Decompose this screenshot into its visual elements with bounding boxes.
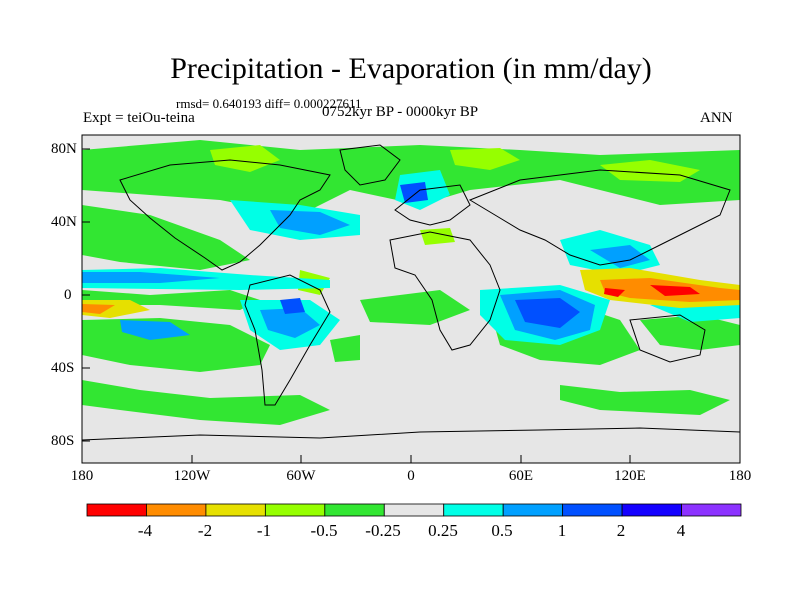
colorbar-label: -2 — [197, 521, 213, 540]
lon-tick-label: 60E — [508, 468, 534, 484]
lat-tick-label: 80N — [51, 141, 77, 157]
colorbar-swatch — [681, 503, 742, 517]
colorbar-label: 4 — [676, 521, 686, 540]
colorbar-swatch — [502, 503, 564, 517]
colorbar-swatch — [443, 503, 504, 517]
light-green-fields — [210, 145, 700, 295]
lat-tick-label: 40S — [51, 360, 75, 376]
colorbar-label: -0.5 — [310, 521, 338, 540]
lon-tick-label: 60W — [286, 468, 316, 484]
colorbar-swatch — [264, 503, 326, 517]
colorbar-label: 0.25 — [428, 521, 458, 540]
map-title: Precipitation - Evaporation (in mm/day) — [170, 52, 652, 85]
colorbar-swatch — [621, 503, 682, 517]
colorbar-swatch — [86, 503, 147, 517]
colorbar-label: 2 — [616, 521, 626, 540]
season-label: ANN — [700, 110, 733, 126]
colorbar — [86, 503, 742, 517]
colorbar-swatch — [324, 503, 385, 517]
colorbar-label: -4 — [137, 521, 153, 540]
colorbar-label: -0.25 — [365, 521, 401, 540]
lat-tick-label: 0 — [64, 287, 72, 303]
axis-ticks — [81, 148, 741, 463]
colorbar-label: 0.5 — [491, 521, 513, 540]
lon-tick-label: 180 — [728, 468, 752, 484]
colorbar-label: 1 — [557, 521, 567, 540]
lon-tick-label: 180 — [70, 468, 94, 484]
colorbar-label: -1 — [256, 521, 272, 540]
period-label: 0752kyr BP - 0000kyr BP — [322, 104, 479, 120]
lon-tick-label: 120W — [173, 468, 211, 484]
lon-tick-label: 120E — [614, 468, 646, 484]
colorbar-swatch — [383, 503, 445, 517]
experiment-label: Expt = teiOu-teina — [83, 110, 195, 126]
red-fields — [604, 285, 700, 297]
stats-label: rmsd= 0.640193 diff= 0.000227611 — [176, 96, 362, 111]
colorbar-swatch — [562, 503, 623, 517]
lat-tick-label: 40N — [51, 214, 77, 230]
positive-strong-fields — [280, 182, 580, 328]
lon-tick-label: 0 — [407, 468, 415, 484]
lat-tick-label: 80S — [51, 433, 75, 449]
coastlines — [82, 144, 740, 441]
colorbar-swatch — [205, 503, 266, 517]
colorbar-swatch — [146, 503, 207, 517]
